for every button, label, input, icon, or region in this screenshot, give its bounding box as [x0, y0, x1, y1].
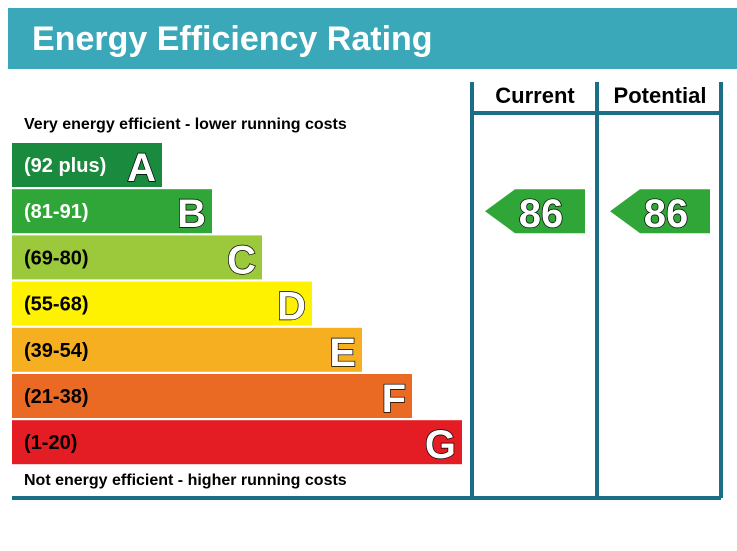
- caption-top: Very energy efficient - lower running co…: [24, 116, 347, 133]
- band-letter-b: B: [177, 192, 206, 236]
- band-range-a: (92 plus): [24, 155, 106, 177]
- rating-markers: 86 86: [485, 189, 710, 237]
- current-rating-value: 86: [519, 192, 564, 236]
- band-range-f: (21-38): [24, 386, 88, 408]
- band-bar-e: [12, 327, 362, 372]
- band-range-b: (81-91): [24, 201, 88, 223]
- band-range-e: (39-54): [24, 340, 88, 362]
- band-bar-c: [12, 235, 262, 280]
- rating-columns-frame: [12, 82, 723, 500]
- band-letter-f: F: [382, 377, 406, 421]
- band-bar-b: [12, 189, 212, 234]
- band-letter-g: G: [425, 423, 456, 467]
- band-letter-a: A: [127, 146, 156, 190]
- potential-rating-value: 86: [644, 192, 689, 236]
- band-range-c: (69-80): [24, 247, 88, 269]
- caption-bottom: Not energy efficient - higher running co…: [24, 472, 347, 489]
- band-letter-e: E: [329, 331, 356, 375]
- header-banner: Energy Efficiency Rating: [8, 8, 737, 69]
- rating-bars: (92 plus) A (81-91) B (69-80) C (55-68) D (39-54…: [12, 143, 462, 468]
- current-rating-arrow: [485, 189, 585, 234]
- band-bar-d: [12, 281, 312, 326]
- band-letter-c: C: [227, 238, 256, 282]
- band-range-d: (55-68): [24, 294, 88, 316]
- page-title: Energy Efficiency Rating: [32, 20, 433, 58]
- band-bar-f: [12, 374, 412, 418]
- column-header-potential: Potential: [614, 83, 707, 108]
- band-bar-g: [12, 420, 462, 465]
- potential-rating-arrow: [610, 189, 710, 234]
- band-range-g: (1-20): [24, 432, 77, 454]
- column-header-current: Current: [495, 83, 575, 108]
- band-bar-a: [12, 143, 162, 187]
- band-letter-d: D: [277, 285, 306, 329]
